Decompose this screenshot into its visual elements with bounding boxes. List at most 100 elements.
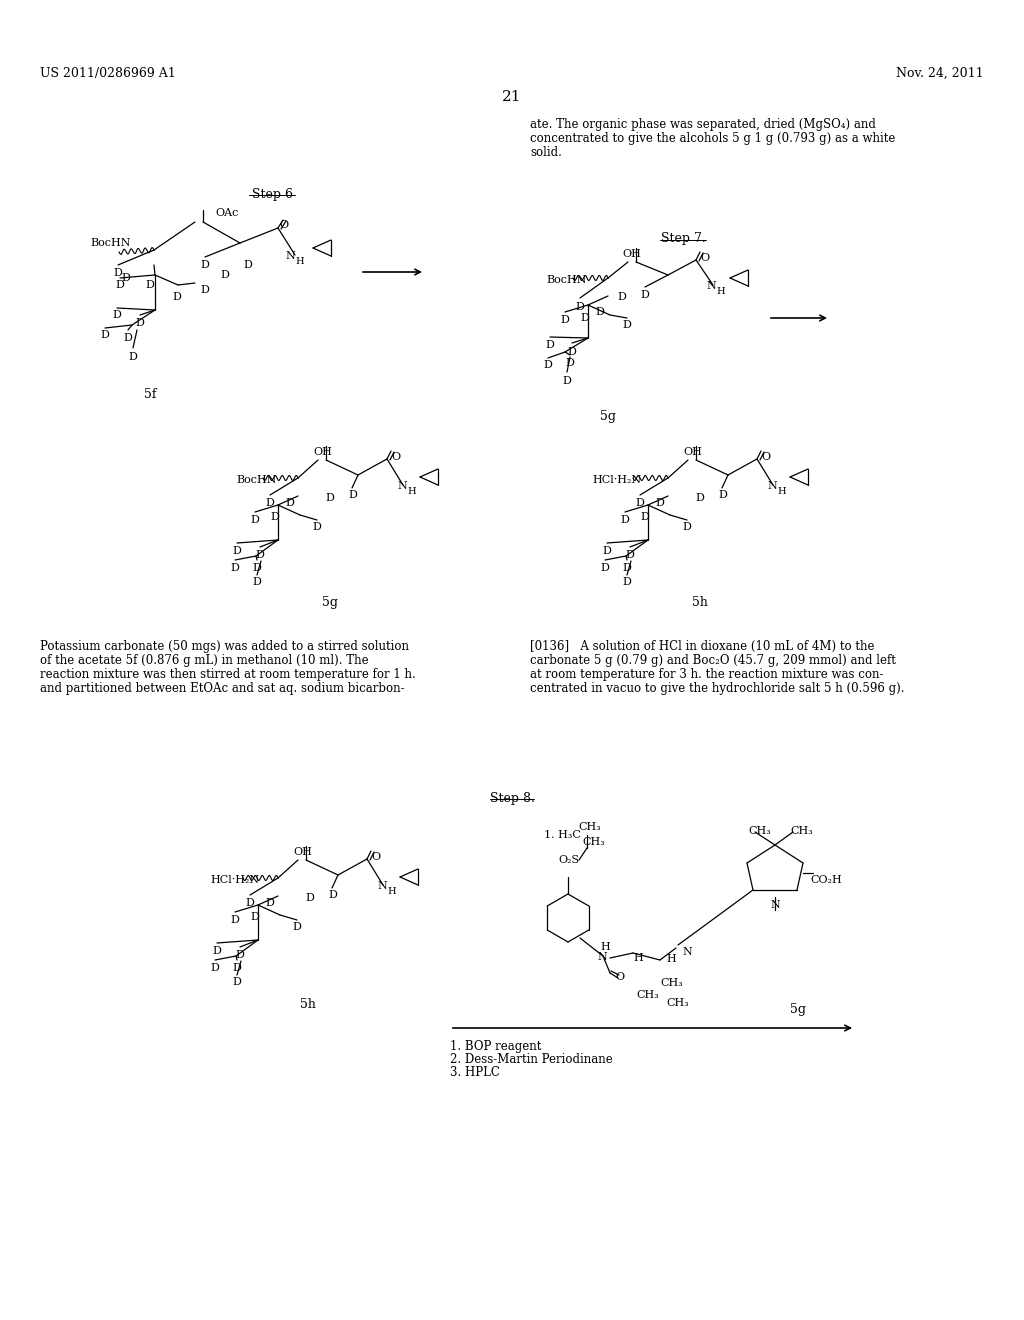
Text: D: D xyxy=(230,564,239,573)
Text: HCl·H₂N: HCl·H₂N xyxy=(592,475,641,484)
Text: concentrated to give the alcohols 5 g 1 g (0.793 g) as a white: concentrated to give the alcohols 5 g 1 … xyxy=(530,132,895,145)
Text: CH₃: CH₃ xyxy=(666,998,689,1008)
Text: D: D xyxy=(602,546,611,556)
Text: CH₃: CH₃ xyxy=(660,978,683,987)
Text: D: D xyxy=(565,358,573,368)
Text: N: N xyxy=(377,880,387,891)
Text: O: O xyxy=(371,851,380,862)
Text: D: D xyxy=(121,273,130,282)
Text: D: D xyxy=(200,260,209,271)
Text: 1. BOP reagent: 1. BOP reagent xyxy=(450,1040,542,1053)
Text: 5g: 5g xyxy=(790,1003,806,1016)
Text: D: D xyxy=(575,302,584,312)
Text: D: D xyxy=(567,347,575,356)
Text: BocHN: BocHN xyxy=(546,275,587,285)
Text: solid.: solid. xyxy=(530,147,562,158)
Text: D: D xyxy=(305,894,314,903)
Text: Potassium carbonate (50 mgs) was added to a stirred solution: Potassium carbonate (50 mgs) was added t… xyxy=(40,640,409,653)
Text: CH₃: CH₃ xyxy=(636,990,658,1001)
Text: D: D xyxy=(600,564,609,573)
Text: CH₃: CH₃ xyxy=(790,826,813,836)
Text: D: D xyxy=(325,492,334,503)
Text: Step 8.: Step 8. xyxy=(489,792,535,805)
Text: H: H xyxy=(716,286,725,296)
Text: H: H xyxy=(387,887,395,896)
Text: D: D xyxy=(682,521,691,532)
Text: D: D xyxy=(210,964,219,973)
Text: centrated in vacuo to give the hydrochloride salt 5 h (0.596 g).: centrated in vacuo to give the hydrochlo… xyxy=(530,682,904,696)
Text: CH₃: CH₃ xyxy=(748,826,771,836)
Text: O: O xyxy=(279,220,288,230)
Text: carbonate 5 g (0.79 g) and Boc₂O (45.7 g, 209 mmol) and left: carbonate 5 g (0.79 g) and Boc₂O (45.7 g… xyxy=(530,653,896,667)
Text: D: D xyxy=(580,313,589,323)
Text: at room temperature for 3 h. the reaction mixture was con-: at room temperature for 3 h. the reactio… xyxy=(530,668,884,681)
Text: H: H xyxy=(295,257,304,267)
Text: D: D xyxy=(212,946,221,956)
Text: 3. HPLC: 3. HPLC xyxy=(450,1067,500,1078)
Text: D: D xyxy=(200,285,209,294)
Text: 5f: 5f xyxy=(143,388,157,401)
Text: O: O xyxy=(700,253,710,263)
Text: D: D xyxy=(622,564,631,573)
Text: D: D xyxy=(128,352,137,362)
Text: and partitioned between EtOAc and sat aq. sodium bicarbon-: and partitioned between EtOAc and sat aq… xyxy=(40,682,404,696)
Text: D: D xyxy=(265,898,273,908)
Text: H: H xyxy=(633,953,643,964)
Text: D: D xyxy=(348,490,357,500)
Text: N: N xyxy=(397,480,407,491)
Text: H: H xyxy=(600,942,609,952)
Text: OH: OH xyxy=(683,447,701,457)
Text: of the acetate 5f (0.876 g mL) in methanol (10 ml). The: of the acetate 5f (0.876 g mL) in methan… xyxy=(40,653,369,667)
Text: D: D xyxy=(232,964,241,973)
Text: CO₂H: CO₂H xyxy=(810,875,842,884)
Text: D: D xyxy=(230,915,239,925)
Text: D: D xyxy=(328,890,337,900)
Text: N: N xyxy=(767,480,777,491)
Text: D: D xyxy=(545,341,554,350)
Text: N: N xyxy=(597,952,607,962)
Text: D: D xyxy=(250,912,259,921)
Text: D: D xyxy=(622,577,631,587)
Text: H: H xyxy=(666,954,676,964)
Text: H: H xyxy=(407,487,416,496)
Text: D: D xyxy=(635,498,644,508)
Text: D: D xyxy=(220,271,229,280)
Text: H: H xyxy=(777,487,785,496)
Text: D: D xyxy=(560,315,569,325)
Text: D: D xyxy=(270,512,279,521)
Text: D: D xyxy=(250,515,259,525)
Text: US 2011/0286969 A1: US 2011/0286969 A1 xyxy=(40,67,176,81)
Text: [0136]   A solution of HCl in dioxane (10 mL of 4M) to the: [0136] A solution of HCl in dioxane (10 … xyxy=(530,640,874,653)
Text: reaction mixture was then stirred at room temperature for 1 h.: reaction mixture was then stirred at roo… xyxy=(40,668,416,681)
Text: OH: OH xyxy=(313,447,332,457)
Text: Nov. 24, 2011: Nov. 24, 2011 xyxy=(896,67,984,81)
Text: D: D xyxy=(234,950,244,960)
Text: Step 7.: Step 7. xyxy=(660,232,706,246)
Text: D: D xyxy=(655,498,664,508)
Text: 1. H₃C: 1. H₃C xyxy=(544,830,581,840)
Text: D: D xyxy=(135,318,144,327)
Text: O: O xyxy=(391,451,400,462)
Text: D: D xyxy=(595,308,604,317)
Text: 5g: 5g xyxy=(322,597,338,609)
Text: D: D xyxy=(312,521,321,532)
Text: D: D xyxy=(252,577,261,587)
Text: 5h: 5h xyxy=(692,597,708,609)
Text: N: N xyxy=(682,946,692,957)
Text: CH₃: CH₃ xyxy=(578,822,601,832)
Text: BocHN: BocHN xyxy=(236,475,276,484)
Text: Step 6: Step 6 xyxy=(252,187,293,201)
Text: N: N xyxy=(706,281,716,290)
Text: D: D xyxy=(172,292,181,302)
Text: D: D xyxy=(243,260,252,271)
Text: D: D xyxy=(622,319,631,330)
Text: D: D xyxy=(112,310,121,319)
Text: D: D xyxy=(100,330,109,341)
Text: D: D xyxy=(640,512,649,521)
Text: D: D xyxy=(245,898,254,908)
Text: OH: OH xyxy=(293,847,312,857)
Text: ate. The organic phase was separated, dried (MgSO₄) and: ate. The organic phase was separated, dr… xyxy=(530,117,876,131)
Text: OAc: OAc xyxy=(215,209,239,218)
Text: O₂S: O₂S xyxy=(558,855,580,865)
Text: 5h: 5h xyxy=(300,998,316,1011)
